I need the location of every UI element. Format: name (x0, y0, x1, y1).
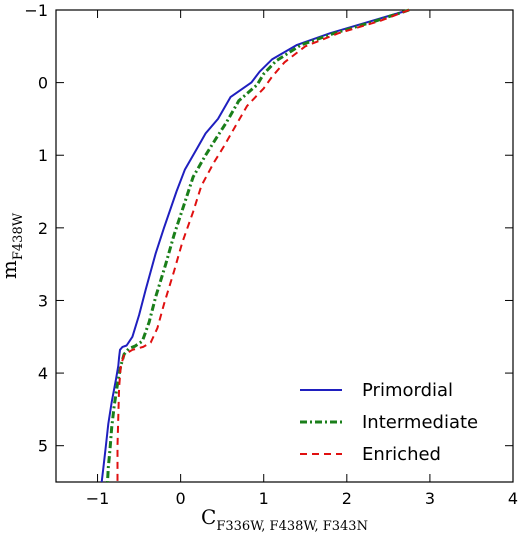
y-tick-label: 4 (38, 364, 48, 383)
x-axis-label-subscript: F336W, F438W, F343N (216, 519, 368, 533)
y-axis-label-main: m (0, 260, 21, 279)
series-layer (100, 8, 410, 483)
y-axis-label-subscript: F438W (11, 212, 26, 260)
x-tick-label: 1 (259, 489, 269, 508)
series-line-primordial (100, 9, 410, 483)
axis-ticks: −1 0 1 2 3 4 −1 0 1 2 3 4 5 (24, 1, 518, 508)
y-tick-label: 2 (38, 219, 48, 238)
series-line-intermediate (106, 8, 410, 483)
legend-label-intermediate: Intermediate (362, 412, 478, 433)
x-axis-label: CF336W, F438W, F343N (201, 505, 368, 533)
x-tick-label: −1 (86, 489, 110, 508)
y-tick-label: 5 (38, 437, 48, 456)
y-tick-label: 1 (38, 146, 48, 165)
x-tick-label: 4 (508, 489, 518, 508)
x-tick-label: 2 (342, 489, 352, 508)
x-axis-label-main: C (201, 505, 216, 529)
x-tick-label: 3 (425, 489, 435, 508)
legend-label-enriched: Enriched (362, 444, 441, 465)
y-tick-label: 3 (38, 291, 48, 310)
y-tick-label: −1 (24, 1, 48, 20)
y-tick-label: 0 (38, 74, 48, 93)
x-tick-label: 0 (176, 489, 186, 508)
legend: Primordial Intermediate Enriched (300, 380, 478, 465)
legend-label-primordial: Primordial (362, 380, 453, 401)
series-line-enriched (116, 9, 410, 482)
y-axis-label: mF438W (0, 212, 26, 279)
plot-frame (55, 9, 514, 483)
